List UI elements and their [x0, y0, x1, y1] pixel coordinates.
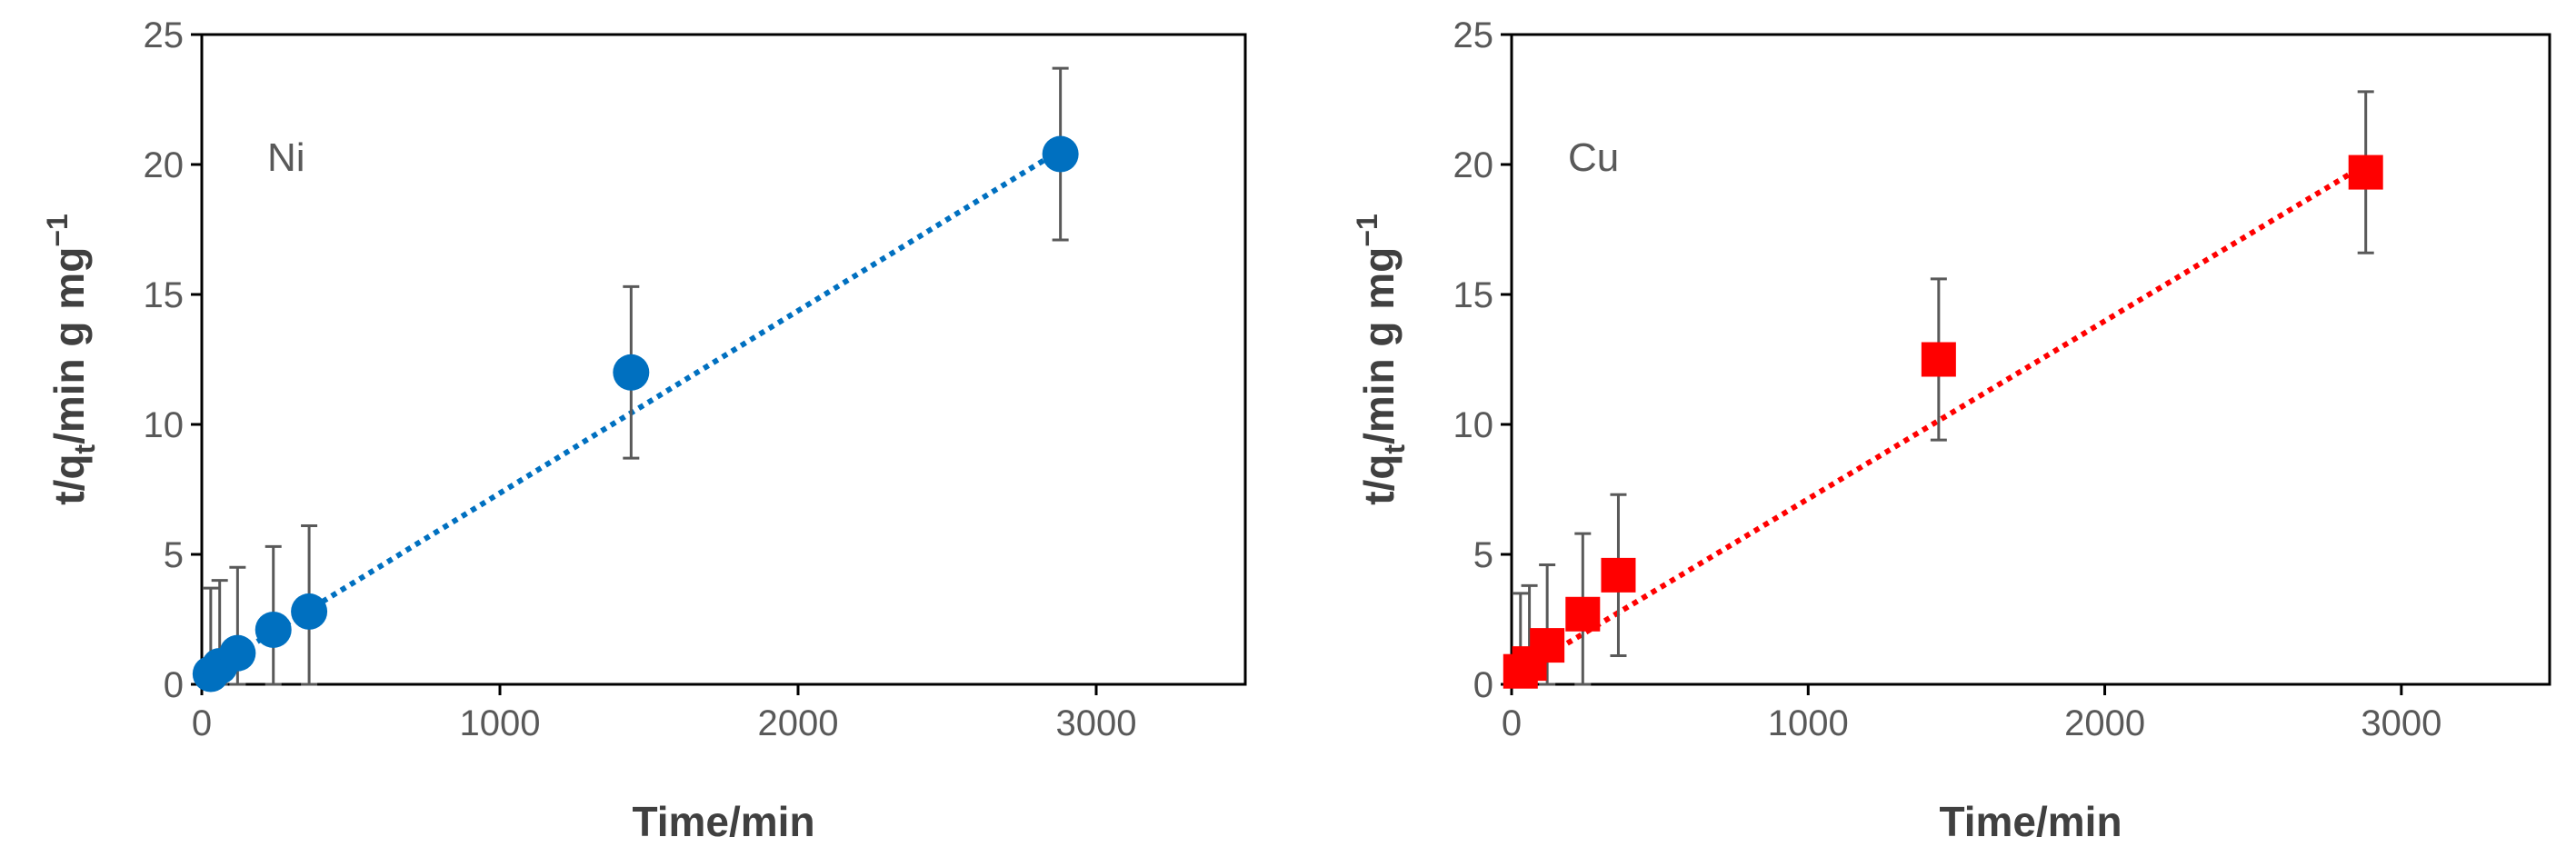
y-axis-title-main: t/q [1355, 454, 1403, 505]
chart-panel-ni: 0 5 10 15 20 25 0 1000 2000 3000 Time/min t/qt/min … [41, 15, 1247, 845]
y-axis-title-superscript: −1 [1351, 214, 1383, 246]
data-point [219, 634, 256, 672]
data-point [1530, 628, 1565, 663]
y-axis-title-subscript: t [68, 444, 101, 454]
y-tick-label: 20 [144, 145, 185, 185]
data-point [291, 593, 328, 630]
y-tick-label: 0 [164, 665, 184, 705]
x-tick-label: 3000 [1056, 703, 1137, 743]
y-tick-label: 20 [1453, 145, 1494, 185]
y-tick-label: 25 [144, 15, 185, 55]
y-axis-title-unit: /min g mg [45, 247, 93, 444]
y-tick-label: 0 [1473, 665, 1493, 705]
y-axis-title-subscript: t [1378, 444, 1411, 454]
chart-panel-cu: 0 5 10 15 20 25 0 1000 2000 3000 Time/min t/qt/min … [1351, 15, 2551, 845]
data-point [2348, 154, 2383, 190]
x-tick-label: 1000 [1768, 703, 1849, 743]
y-axis-title: t/qt/min g mg−1 [41, 214, 101, 505]
y-tick-label: 15 [1453, 275, 1494, 315]
data-point [255, 611, 292, 648]
y-tick-label: 5 [1473, 535, 1493, 575]
x-tick-label: 1000 [460, 703, 541, 743]
y-tick-label: 25 [1453, 15, 1494, 55]
plot-frame [1510, 33, 2551, 686]
y-axis-title: t/qt/min g mg−1 [1351, 214, 1411, 505]
y-axis-title-superscript: −1 [41, 214, 74, 246]
y-tick-label: 10 [144, 405, 185, 445]
data-point [1601, 557, 1636, 593]
x-axis-title: Time/min [632, 798, 814, 845]
y-tick-label: 5 [164, 535, 184, 575]
trendline [1519, 162, 2368, 674]
data-point [1042, 135, 1079, 173]
data-point [1921, 342, 1956, 377]
data-point [613, 354, 650, 391]
panel-label: Cu [1568, 135, 1619, 180]
plot-frame [200, 33, 1247, 686]
x-tick-label: 0 [1502, 703, 1522, 743]
panel-label: Ni [267, 135, 305, 180]
y-tick-label: 15 [144, 275, 185, 315]
y-axis-title-unit: /min g mg [1355, 247, 1403, 444]
trendline [209, 147, 1063, 673]
x-tick-label: 2000 [2064, 703, 2145, 743]
x-tick-label: 0 [192, 703, 212, 743]
x-tick-label: 2000 [758, 703, 839, 743]
x-tick-label: 3000 [2361, 703, 2441, 743]
y-axis-title-main: t/q [45, 454, 93, 505]
x-axis-title: Time/min [1939, 798, 2122, 845]
data-point [1565, 596, 1601, 632]
y-tick-label: 10 [1453, 405, 1494, 445]
